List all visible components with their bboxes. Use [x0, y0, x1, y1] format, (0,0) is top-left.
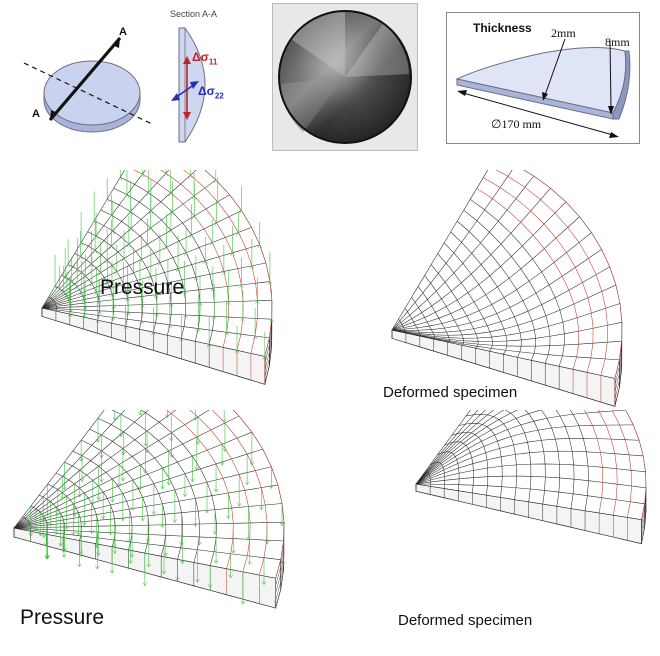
- section-title: Section A-A: [170, 9, 217, 19]
- thickness-title: Thickness: [473, 21, 532, 35]
- outer-thickness-label: 8mm: [605, 35, 630, 50]
- deformed-label-top: Deformed specimen: [383, 384, 517, 401]
- section-marker-bottom: A: [32, 108, 40, 120]
- fem-top-right: Deformed specimen: [330, 170, 660, 410]
- fem-top-right-mesh: [330, 170, 660, 410]
- stress-11-label: Δσ11: [192, 50, 217, 66]
- fem-top-left: Pressure: [0, 170, 330, 410]
- fem-bottom-left: Pressure: [0, 410, 330, 656]
- deformed-label-bottom: Deformed specimen: [398, 612, 532, 629]
- specimen-photo: [272, 3, 418, 151]
- pressure-label-top: Pressure: [100, 276, 184, 300]
- thickness-panel: Thickness 2mm 8mm ∅170 mm: [446, 12, 640, 144]
- fem-bottom-right: Deformed specimen: [330, 410, 660, 656]
- section-marker-top: A: [119, 26, 127, 38]
- disc-schematic: A A: [20, 20, 160, 140]
- section-view: Δσ11 Δσ22: [165, 22, 250, 152]
- disc-schematic-svg: [20, 20, 160, 140]
- pressure-label-bottom: Pressure: [20, 606, 104, 630]
- stress-22-label: Δσ22: [198, 84, 224, 100]
- diameter-label: ∅170 mm: [491, 117, 541, 132]
- specimen-photo-svg: [273, 4, 417, 150]
- inner-thickness-label: 2mm: [551, 26, 576, 41]
